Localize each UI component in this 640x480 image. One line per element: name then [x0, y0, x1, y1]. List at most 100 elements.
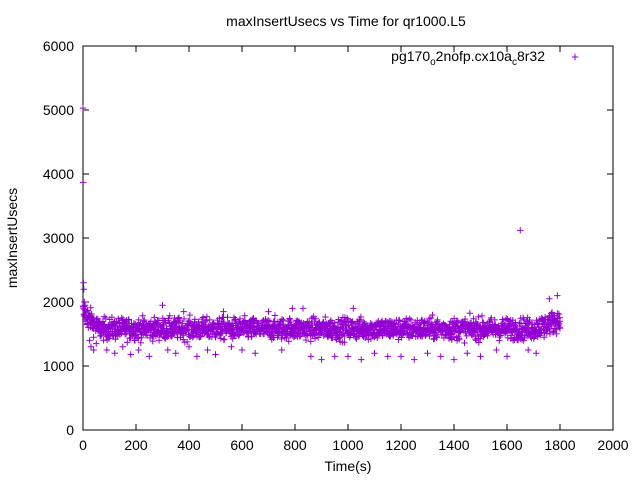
- data-point: [454, 318, 462, 325]
- data-point: [80, 279, 87, 286]
- data-point: [373, 319, 381, 326]
- data-point: [314, 334, 322, 341]
- data-point: [346, 332, 354, 339]
- data-point: [81, 298, 88, 306]
- data-point: [101, 313, 108, 320]
- data-point: [546, 326, 553, 334]
- data-point: [195, 318, 202, 325]
- data-point: [206, 316, 213, 324]
- data-point: [464, 350, 471, 357]
- data-point: [318, 356, 325, 363]
- data-point: [532, 350, 540, 357]
- data-point: [491, 316, 498, 324]
- data-point: [330, 330, 337, 337]
- data-point: [367, 319, 374, 327]
- data-point: [461, 339, 468, 347]
- data-point: [546, 295, 553, 302]
- data-point: [138, 334, 145, 341]
- data-point: [166, 312, 173, 319]
- data-point: [344, 353, 352, 360]
- data-point: [235, 332, 242, 339]
- data-point: [271, 312, 279, 319]
- x-tick-label: 1600: [491, 437, 522, 453]
- data-point: [180, 315, 188, 323]
- data-point: [331, 326, 338, 333]
- data-point: [360, 333, 367, 340]
- data-point: [548, 309, 556, 316]
- data-point: [157, 322, 164, 329]
- data-point: [141, 316, 148, 324]
- data-point: [162, 318, 169, 326]
- x-axis-label: Time(s): [325, 458, 372, 474]
- data-point: [118, 327, 126, 335]
- data-point: [135, 335, 142, 342]
- data-points: [79, 104, 564, 363]
- data-point: [216, 322, 223, 329]
- data-point: [278, 316, 286, 323]
- legend-label: pg170o2nofp.cx10ac8r32: [391, 48, 545, 68]
- data-point: [348, 319, 356, 326]
- data-point: [504, 334, 511, 342]
- data-point: [236, 331, 243, 338]
- data-point: [187, 319, 194, 326]
- data-point: [228, 343, 235, 350]
- data-point: [453, 317, 461, 324]
- data-point: [185, 343, 193, 350]
- y-tick-label: 5000: [43, 102, 74, 118]
- data-point: [291, 324, 299, 332]
- data-point: [307, 353, 315, 360]
- data-point: [540, 334, 548, 341]
- data-point: [105, 335, 113, 342]
- x-tick-label: 600: [230, 437, 254, 453]
- data-point: [307, 338, 314, 345]
- data-point: [140, 317, 147, 325]
- data-point: [358, 356, 365, 363]
- data-point: [311, 335, 319, 342]
- data-point: [424, 350, 431, 357]
- data-point: [87, 304, 94, 311]
- data-point: [80, 286, 87, 293]
- data-point: [125, 316, 133, 323]
- data-point: [531, 334, 538, 341]
- data-point: [365, 336, 372, 343]
- y-tick-label: 6000: [43, 38, 74, 54]
- data-point: [488, 314, 495, 322]
- data-point: [456, 336, 463, 343]
- data-point: [255, 319, 262, 327]
- data-point: [173, 318, 181, 325]
- data-point: [191, 316, 199, 323]
- data-point: [493, 346, 500, 354]
- data-point: [79, 104, 87, 112]
- data-point: [481, 323, 488, 331]
- data-point: [467, 319, 475, 327]
- data-point: [546, 330, 554, 338]
- data-point: [407, 316, 415, 324]
- data-point: [127, 351, 134, 358]
- data-point: [159, 302, 166, 309]
- x-tick-label: 2000: [597, 437, 628, 453]
- data-point: [252, 350, 259, 357]
- data-point: [164, 346, 171, 354]
- data-point: [384, 353, 391, 360]
- data-point: [202, 317, 210, 324]
- data-point: [450, 333, 458, 341]
- data-point: [553, 330, 560, 338]
- data-point: [475, 313, 482, 321]
- data-point: [287, 318, 294, 326]
- data-point: [278, 335, 285, 343]
- data-point: [484, 332, 491, 340]
- y-tick-label: 4000: [43, 166, 74, 182]
- data-point: [118, 314, 125, 322]
- y-tick-label: 1000: [43, 358, 74, 374]
- data-point: [180, 308, 187, 315]
- data-point: [360, 318, 367, 326]
- data-point: [108, 314, 116, 321]
- data-point: [90, 346, 97, 354]
- data-point: [356, 317, 364, 324]
- data-point: [248, 332, 255, 340]
- data-point: [437, 353, 444, 360]
- data-point: [357, 313, 365, 321]
- data-point: [82, 308, 89, 315]
- data-point: [83, 318, 91, 325]
